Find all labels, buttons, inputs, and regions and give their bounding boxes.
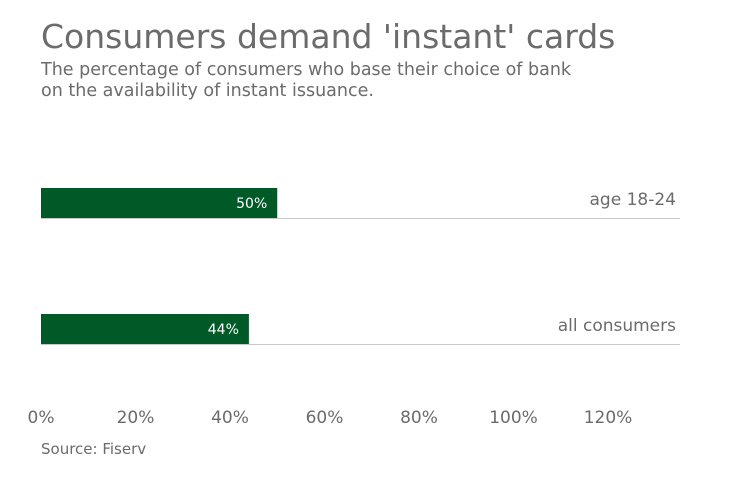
bar-1 [41, 188, 278, 218]
x-tick-label: 40% [211, 408, 249, 428]
bar-2 [41, 314, 249, 344]
x-tick-label: 20% [117, 408, 155, 428]
bar-value-label: 50% [236, 196, 267, 212]
x-tick-label: 60% [306, 408, 344, 428]
chart-subtitle-line-2: on the availability of instant issuance. [41, 81, 374, 101]
source-note: Source: Fiserv [41, 440, 146, 458]
x-axis: 0% 20% 40% 60% 80% 100% 120% [28, 408, 633, 428]
x-tick-label: 100% [489, 408, 538, 428]
plot-area: 50% age 18-24 44% all consumers [41, 188, 680, 345]
category-label: age 18-24 [590, 190, 676, 210]
category-label: all consumers [558, 316, 676, 336]
chart-subtitle-line-1: The percentage of consumers who base the… [40, 60, 572, 80]
chart-title: Consumers demand 'instant' cards [41, 17, 615, 56]
bar-value-label: 44% [208, 322, 239, 338]
x-tick-label: 80% [400, 408, 438, 428]
x-tick-label: 120% [584, 408, 633, 428]
x-tick-label: 0% [28, 408, 55, 428]
